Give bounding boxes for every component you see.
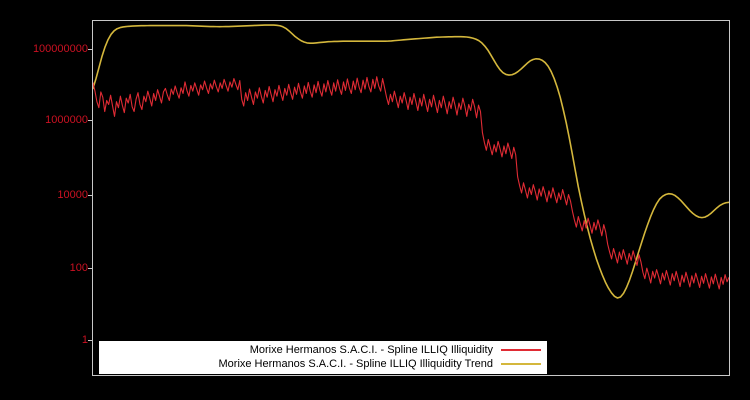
series-line-trend — [93, 24, 729, 299]
legend-label-illiquidity: Morixe Hermanos S.A.C.I. - Spline ILLIQ … — [249, 343, 493, 356]
y-tick-label-1000000: 1000000 — [45, 114, 88, 126]
plot-svg — [93, 24, 729, 299]
y-tick-mark-4 — [88, 340, 92, 341]
y-tick-mark-2 — [88, 195, 92, 196]
y-tick-label-1: 1 — [81, 334, 88, 346]
y-axis-tick-labels: 100000000 1000000 10000 100 1 — [0, 0, 88, 400]
y-tick-mark-3 — [88, 268, 92, 269]
legend-entry-illiquidity: Morixe Hermanos S.A.C.I. - Spline ILLIQ … — [105, 343, 541, 357]
y-tick-label-10000: 10000 — [57, 189, 88, 201]
chart-legend: Morixe Hermanos S.A.C.I. - Spline ILLIQ … — [98, 340, 548, 375]
y-tick-label-100000000: 100000000 — [32, 43, 88, 55]
series-line-illiquidity — [93, 76, 729, 290]
y-tick-mark-1 — [88, 120, 92, 121]
y-tick-mark-0 — [88, 49, 92, 50]
legend-swatch-illiquidity — [501, 349, 541, 351]
legend-label-trend: Morixe Hermanos S.A.C.I. - Spline ILLIQ … — [218, 357, 494, 370]
legend-swatch-trend — [501, 363, 541, 365]
legend-entry-trend: Morixe Hermanos S.A.C.I. - Spline ILLIQ … — [105, 357, 541, 371]
plot-area — [92, 20, 730, 376]
y-tick-label-100: 100 — [69, 262, 88, 274]
